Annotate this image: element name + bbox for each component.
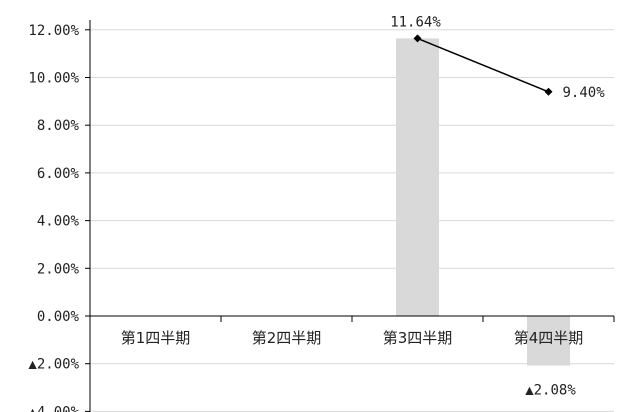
line-point-marker bbox=[413, 34, 422, 43]
axes bbox=[85, 20, 615, 412]
y-tick-label: 8.00% bbox=[37, 118, 80, 134]
x-category-label: 第3四半期 bbox=[383, 329, 453, 347]
y-tick-label: ▲2.00% bbox=[28, 357, 79, 373]
y-tick-label: 6.00% bbox=[37, 166, 80, 182]
x-category-label: 第4四半期 bbox=[514, 329, 584, 347]
y-tick-label: 10.00% bbox=[28, 71, 79, 87]
bar-series bbox=[396, 38, 570, 366]
x-category-label: 第1四半期 bbox=[121, 329, 191, 347]
data-label: 9.40% bbox=[563, 85, 606, 101]
data-label: ▲2.08% bbox=[525, 383, 576, 399]
y-tick-label: 12.00% bbox=[28, 23, 79, 39]
data-label: 11.64% bbox=[390, 14, 441, 30]
bar bbox=[396, 38, 439, 317]
y-tick-label: 0.00% bbox=[37, 309, 80, 325]
y-tick-label: 4.00% bbox=[37, 214, 80, 230]
y-tick-label: ▲4.00% bbox=[28, 404, 79, 412]
y-tick-label: 2.00% bbox=[37, 261, 80, 277]
x-category-label: 第2四半期 bbox=[252, 329, 322, 347]
line-series bbox=[413, 34, 553, 96]
labels: 12.00% 10.00% 8.00% 6.00% 4.00% 2.00% 0.00% ▲2.… bbox=[28, 14, 605, 412]
line-series-path bbox=[417, 37, 549, 93]
gridlines bbox=[90, 29, 614, 412]
bar bbox=[527, 316, 570, 366]
line-point-marker bbox=[544, 87, 553, 96]
